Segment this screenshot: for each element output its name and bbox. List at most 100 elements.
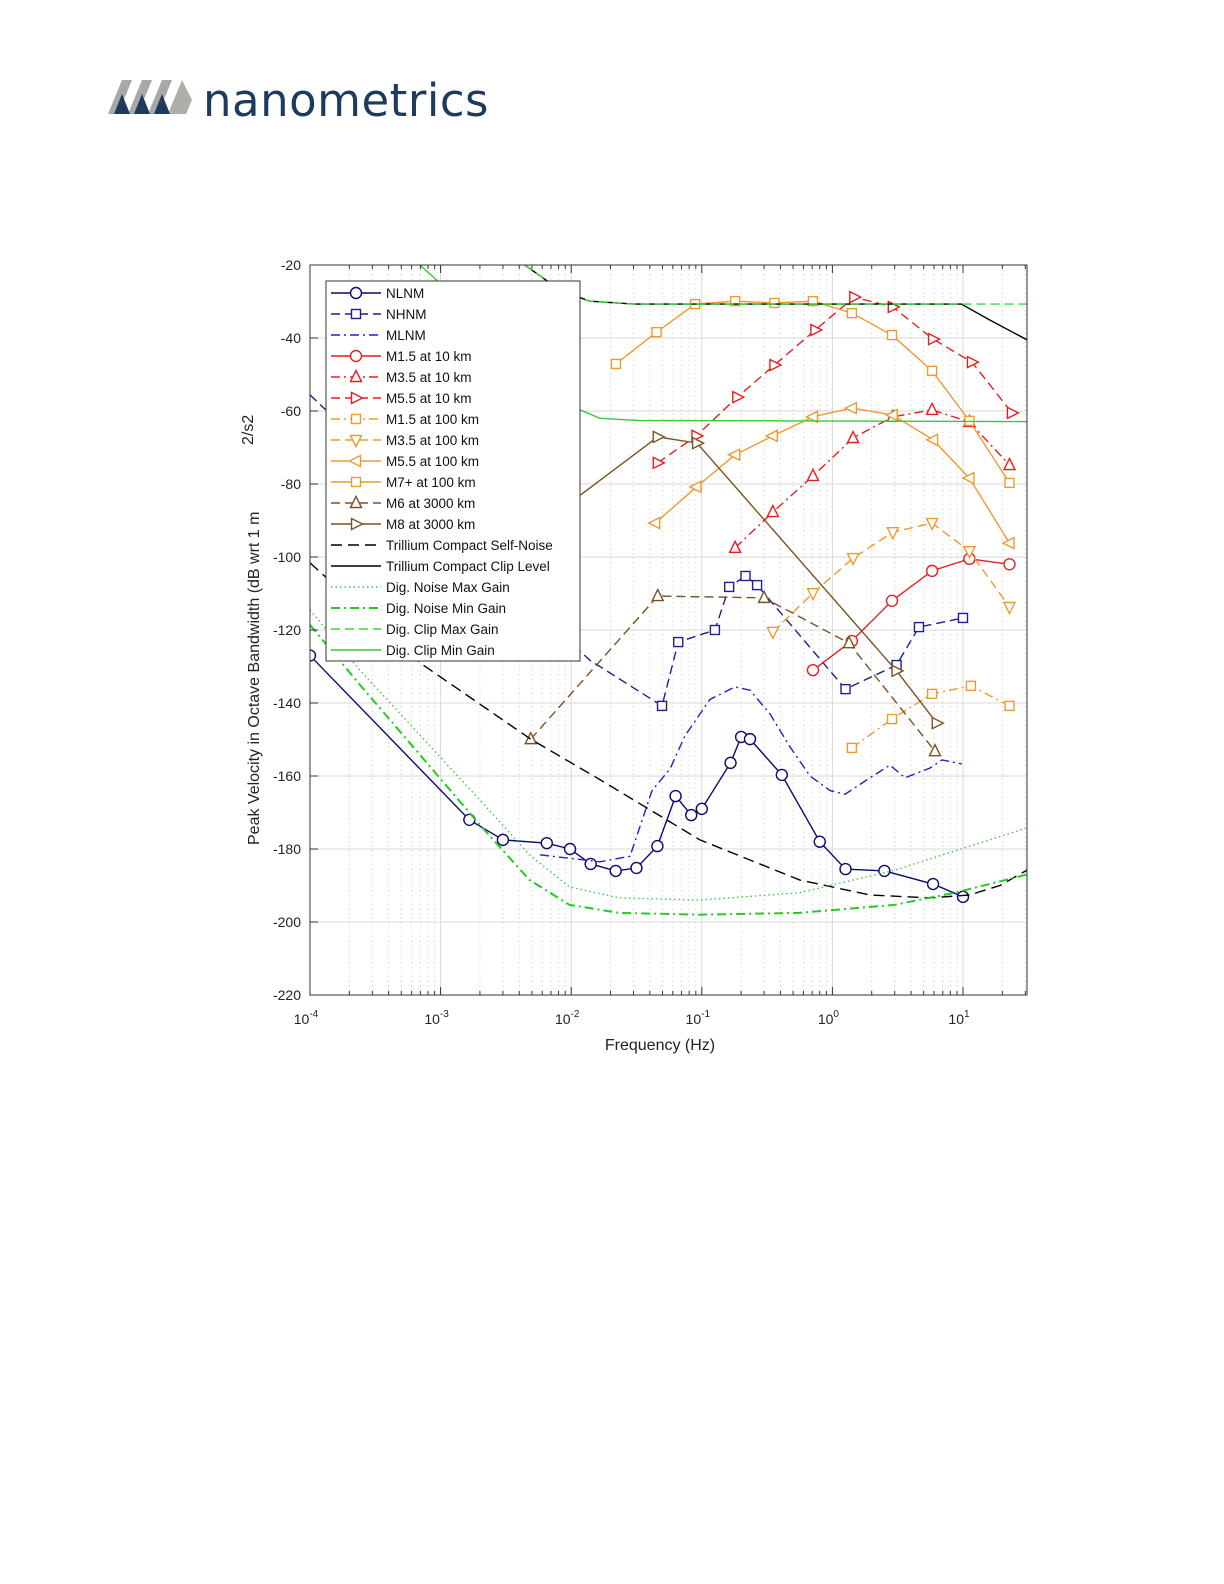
x-tick-exponent: -3 (440, 1009, 449, 1020)
data-point-marker (630, 861, 643, 875)
x-tick-exponent: -4 (309, 1009, 318, 1020)
legend-item: MLNM (331, 328, 426, 343)
data-point-marker (1004, 477, 1015, 489)
data-point-marker (766, 504, 780, 518)
y-axis-units: 2/s2 (240, 415, 257, 445)
x-axis-label: Frequency (Hz) (605, 1037, 715, 1054)
series-dig-noise-min-gain (310, 624, 1027, 916)
data-point-marker (885, 594, 899, 607)
data-point-marker (740, 570, 751, 582)
x-tick-exponent: 0 (833, 1009, 839, 1020)
data-point-marker (886, 713, 898, 725)
legend: NLNM NHNM MLNM M1.5 at 10 km M3.5 at 10 km M5… (325, 280, 581, 662)
data-point-marker (927, 332, 942, 346)
series-line (734, 409, 1011, 549)
x-tick-base: 10 (294, 1011, 310, 1027)
legend-label: NLNM (386, 286, 424, 301)
data-point-marker (887, 300, 901, 314)
legend-item: NHNM (331, 307, 427, 322)
legend-swatch-marker (350, 517, 365, 531)
legend-item: NLNM (331, 286, 424, 301)
legend-item: M1.5 at 100 km (331, 412, 479, 427)
data-point-marker (813, 835, 826, 848)
legend-label: M6 at 3000 km (386, 496, 475, 511)
data-point-marker (807, 295, 819, 307)
legend-label: NHNM (386, 307, 427, 322)
legend-swatch-marker (350, 308, 362, 320)
legend-swatch-marker (349, 494, 363, 509)
series-line (772, 522, 1011, 633)
data-point-marker (806, 587, 820, 602)
data-point-marker (769, 358, 783, 372)
legend-item: Dig. Clip Max Gain (331, 622, 499, 637)
y-tick-label: -180 (273, 841, 301, 857)
legend-swatch-marker (350, 413, 362, 425)
data-point-marker (669, 789, 682, 803)
legend-label: M3.5 at 100 km (386, 433, 479, 448)
data-point-marker (956, 890, 970, 904)
legend-label: Dig. Clip Min Gain (386, 643, 495, 658)
data-point-marker (1002, 601, 1017, 616)
legend-label: M5.5 at 10 km (386, 391, 472, 406)
data-point-marker (685, 808, 698, 822)
legend-swatch-marker (350, 391, 365, 405)
data-point-marker (846, 307, 858, 319)
x-tick-label: 10-1 (686, 1009, 711, 1027)
data-point-marker (925, 517, 939, 532)
data-point-marker (884, 408, 898, 422)
x-tick-label: 100 (818, 1009, 840, 1027)
data-point-marker (691, 436, 706, 450)
legend-label: M7+ at 100 km (386, 475, 476, 490)
data-point-marker (728, 539, 742, 554)
data-point-marker (961, 471, 975, 485)
legend-item: M3.5 at 100 km (331, 433, 479, 449)
legend-item: M5.5 at 10 km (331, 391, 472, 406)
data-point-marker (846, 742, 858, 754)
series-mlnm (539, 686, 962, 863)
x-tick-base: 10 (424, 1011, 440, 1027)
data-point-marker (878, 864, 891, 878)
data-point-marker (724, 756, 737, 770)
axis-ticks: -20-40-60-80-100-120-140-160-180-200-220… (273, 257, 1026, 1027)
logo-mark-icon (108, 80, 192, 114)
data-point-marker (732, 390, 746, 404)
data-point-marker (584, 857, 597, 871)
series-m8-at-3000-km (580, 430, 945, 730)
data-point-marker (962, 545, 977, 560)
legend-label: M8 at 3000 km (386, 517, 475, 532)
data-point-marker (652, 456, 666, 470)
data-point-marker (925, 564, 939, 578)
data-point-marker (806, 663, 820, 677)
x-tick-exponent: -2 (571, 1009, 580, 1020)
data-point-marker (651, 326, 662, 338)
data-point-marker (926, 688, 938, 700)
data-point-marker (849, 290, 863, 304)
data-point-marker (928, 743, 942, 757)
legend-item: M7+ at 100 km (331, 475, 476, 490)
legend-label: Dig. Noise Min Gain (386, 601, 506, 616)
legend-item: M3.5 at 10 km (331, 368, 472, 385)
data-point-marker (524, 731, 538, 745)
x-tick-label: 10-3 (424, 1009, 449, 1027)
data-point-marker (764, 429, 779, 443)
data-point-marker (810, 323, 824, 337)
legend-label: MLNM (386, 328, 426, 343)
data-point-marker (840, 683, 851, 695)
data-point-marker (709, 624, 721, 636)
y-axis-units-text: 2/s2 (240, 415, 257, 445)
series-line (657, 296, 1013, 464)
data-point-marker (806, 467, 820, 482)
x-tick-base: 10 (948, 1011, 964, 1027)
legend-label: M5.5 at 100 km (386, 454, 479, 469)
data-point-marker (846, 429, 860, 444)
series-m6-at-3000-km (524, 587, 942, 757)
series-line (310, 394, 964, 708)
legend-item: M8 at 3000 km (331, 517, 475, 532)
x-tick-base: 10 (818, 1011, 834, 1027)
data-point-marker (496, 833, 510, 847)
legend-label: Trillium Compact Clip Level (386, 559, 550, 574)
data-point-marker (656, 700, 668, 712)
data-point-marker (723, 581, 735, 593)
data-point-marker (727, 448, 741, 462)
